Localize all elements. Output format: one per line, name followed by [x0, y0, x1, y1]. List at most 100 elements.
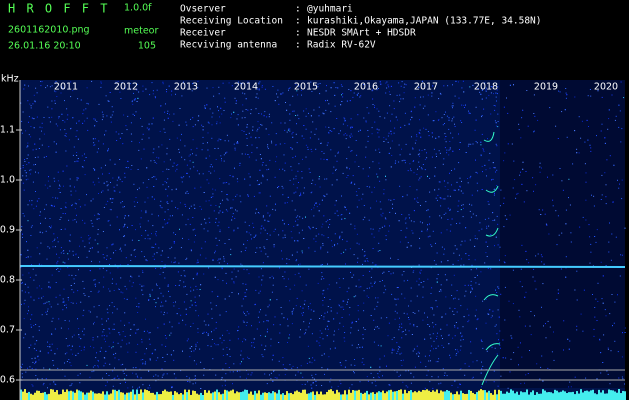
noise-dot: [342, 123, 344, 125]
noise-dot: [338, 328, 340, 330]
level-bar: [368, 394, 370, 400]
noise-dot: [62, 170, 64, 172]
noise-dot: [305, 329, 307, 331]
noise-dot: [496, 215, 498, 217]
level-bar: [440, 390, 442, 400]
noise-dot: [186, 190, 188, 192]
noise-dot: [467, 182, 469, 184]
noise-dot: [157, 357, 159, 359]
noise-dot: [206, 104, 208, 106]
noise-dot: [503, 197, 505, 199]
noise-dot: [589, 262, 591, 264]
noise-dot: [438, 181, 440, 183]
noise-dot: [286, 258, 288, 260]
noise: [20, 80, 626, 389]
noise-dot: [185, 259, 187, 260]
noise-dot: [130, 254, 132, 256]
noise-dot: [225, 363, 227, 365]
noise-dot: [78, 334, 80, 336]
noise-dot: [60, 252, 62, 254]
noise-dot: [227, 199, 229, 201]
noise-dot: [166, 373, 168, 375]
noise-dot: [78, 336, 80, 338]
noise-dot: [204, 107, 206, 109]
noise-dot: [284, 162, 286, 164]
level-bar: [316, 391, 318, 400]
noise-dot: [45, 230, 47, 232]
noise-dot: [35, 148, 37, 150]
noise-dot: [169, 334, 171, 336]
noise-dot: [321, 315, 322, 316]
noise-dot: [224, 101, 226, 103]
noise-dot: [329, 219, 331, 220]
noise-dot: [203, 192, 205, 193]
noise-dot: [79, 373, 81, 375]
noise-dot: [300, 365, 302, 367]
noise-dot: [75, 254, 77, 256]
noise-dot: [339, 322, 341, 324]
noise-dot: [264, 247, 266, 249]
noise-dot: [430, 337, 432, 339]
noise-dot: [214, 343, 215, 345]
noise-dot: [76, 152, 78, 153]
noise-dot: [261, 284, 262, 286]
noise-dot: [456, 223, 457, 224]
noise-dot: [99, 268, 101, 270]
noise-dot: [373, 341, 375, 343]
noise-dot: [593, 195, 595, 197]
noise-dot: [311, 362, 313, 364]
noise-dot: [419, 155, 421, 157]
noise-dot: [499, 259, 500, 261]
noise-dot: [193, 204, 195, 206]
noise-dot: [492, 178, 494, 180]
noise-dot: [370, 207, 372, 209]
noise-dot: [467, 145, 469, 147]
noise-dot: [383, 271, 385, 273]
noise-dot: [356, 206, 358, 208]
noise-dot: [193, 289, 195, 291]
noise-dot: [267, 147, 269, 149]
noise-dot: [46, 85, 48, 87]
noise-dot: [328, 103, 330, 105]
noise-dot: [456, 248, 458, 250]
level-bar: [46, 394, 48, 400]
noise-dot: [140, 217, 142, 219]
noise-dot: [207, 149, 209, 151]
level-bar: [428, 390, 430, 400]
echo: [485, 185, 499, 193]
noise-dot: [592, 294, 593, 295]
noise-dot: [488, 217, 490, 219]
noise-dot: [71, 204, 73, 206]
noise-dot: [49, 247, 51, 249]
noise-dot: [212, 358, 214, 360]
noise-dot: [429, 235, 431, 237]
noise-dot: [192, 278, 194, 280]
noise-dot: [437, 361, 439, 363]
noise-dot: [169, 296, 171, 298]
noise-dot: [310, 192, 312, 194]
noise-dot: [112, 346, 114, 348]
noise-dot: [436, 278, 438, 280]
noise-dot: [111, 106, 113, 108]
noise-dot: [576, 152, 578, 154]
noise-dot: [289, 300, 291, 302]
level-bar: [366, 390, 368, 400]
noise-dot: [265, 314, 267, 316]
noise-dot: [286, 109, 288, 111]
noise-dot: [97, 213, 99, 215]
noise-dot: [77, 177, 79, 179]
level-bar: [74, 392, 76, 400]
noise-dot: [451, 184, 452, 186]
noise-dot: [400, 126, 402, 128]
noise-dot: [84, 246, 86, 248]
noise-dot: [30, 226, 32, 228]
noise-dot: [103, 357, 105, 359]
noise-dot: [492, 310, 494, 312]
noise-dot: [208, 170, 210, 172]
noise-dot: [318, 176, 320, 178]
noise-dot: [117, 375, 119, 377]
noise-dot: [178, 148, 180, 150]
noise-dot: [389, 105, 391, 107]
noise-dot: [271, 359, 273, 361]
level-bar: [452, 394, 454, 400]
